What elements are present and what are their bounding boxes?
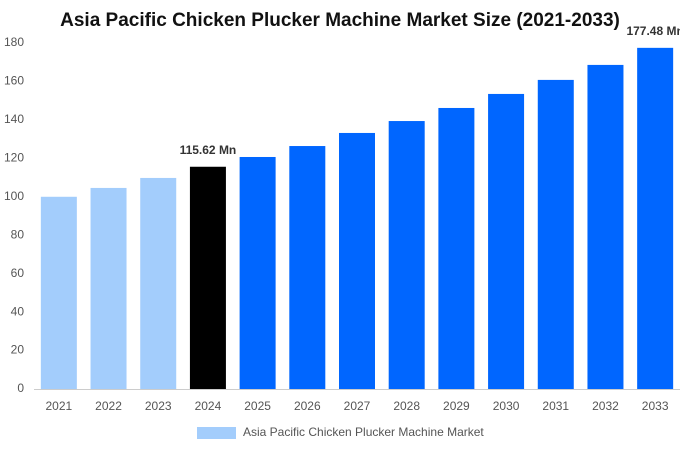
bar: [438, 107, 475, 390]
x-tick-label: 2031: [542, 399, 569, 413]
bar: [90, 187, 127, 389]
legend-label: Asia Pacific Chicken Plucker Machine Mar…: [243, 425, 484, 439]
bar: [388, 121, 425, 389]
x-tick-label: 2032: [592, 399, 619, 413]
value-label: 115.62 Mn: [180, 143, 237, 157]
y-tick-label: 40: [11, 304, 25, 318]
y-tick-label: 100: [4, 189, 24, 203]
y-tick-label: 20: [11, 343, 25, 357]
x-tick-label: 2030: [493, 399, 520, 413]
legend-swatch: [197, 427, 236, 439]
bar: [140, 177, 177, 389]
value-label: 177.48 Mn: [626, 24, 680, 38]
bar: [587, 64, 624, 389]
bar: [637, 47, 674, 390]
y-tick-label: 140: [4, 112, 24, 126]
bar: [537, 79, 574, 389]
x-tick-label: 2028: [393, 399, 420, 413]
x-tick-label: 2026: [294, 399, 321, 413]
chart-title: Asia Pacific Chicken Plucker Machine Mar…: [60, 10, 620, 31]
bar: [239, 156, 276, 389]
bar: [40, 196, 77, 389]
y-tick-label: 160: [4, 74, 24, 88]
x-tick-label: 2033: [642, 399, 669, 413]
bar: [189, 166, 226, 389]
y-tick-label: 180: [4, 35, 24, 49]
x-tick-label: 2024: [195, 399, 222, 413]
x-tick-label: 2029: [443, 399, 470, 413]
y-tick-label: 0: [17, 381, 24, 395]
x-tick-label: 2027: [344, 399, 371, 413]
bar: [289, 146, 326, 389]
x-tick-label: 2023: [145, 399, 172, 413]
y-tick-label: 120: [4, 151, 24, 165]
x-tick-label: 2022: [95, 399, 122, 413]
bar: [339, 132, 375, 389]
y-tick-label: 60: [11, 266, 25, 280]
x-tick-label: 2025: [244, 399, 271, 413]
bar: [488, 93, 525, 389]
x-tick-label: 2021: [45, 399, 72, 413]
y-tick-label: 80: [11, 227, 25, 241]
